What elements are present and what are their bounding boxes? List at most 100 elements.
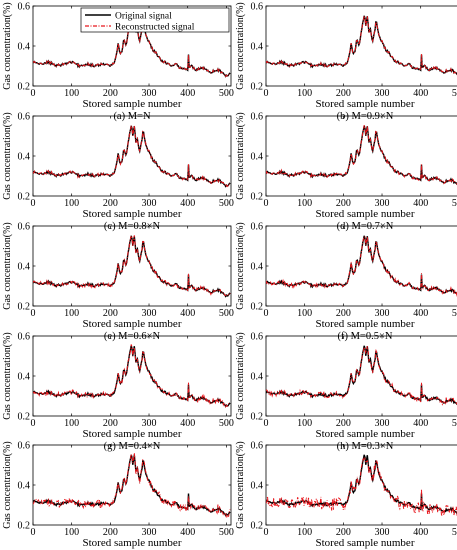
x-axis-label: Stored sample number [316,428,415,440]
series-group [266,125,457,186]
panel-c: 0 100 200 300 400 500 0.2 0.4 0.6 Stored sample n… [2,112,234,233]
x-tick-label: 100 [64,527,79,538]
x-tick-label: 400 [180,308,195,319]
panel-caption: (e) M=0.6×N [104,331,161,342]
x-axis-label: Stored sample number [83,208,182,220]
y-tick-label: 0.2 [18,82,31,93]
x-tick-label: 200 [103,527,118,538]
panel-caption: (b) M=0.9×N [337,111,394,122]
x-tick-label: 500 [452,88,457,99]
x-tick-label: 300 [375,418,390,429]
axes-box [265,444,457,526]
axes-box [265,5,457,87]
x-tick-label: 0 [31,198,36,209]
x-tick-label: 500 [452,198,457,209]
x-tick-label: 500 [219,308,234,319]
y-tick-label: 0.6 [251,332,264,343]
legend-box [80,7,230,33]
x-tick-label: 100 [297,527,312,538]
axes-box [265,115,457,197]
x-tick-label: 400 [413,527,428,538]
y-tick-label: 0.4 [251,481,264,492]
x-tick-label: 500 [219,527,234,538]
x-axis-label: Stored sample number [83,318,182,330]
x-tick-label: 500 [219,198,234,209]
x-tick-label: 0 [264,418,269,429]
x-tick-label: 100 [64,88,79,99]
x-tick-label: 200 [103,198,118,209]
y-axis-label: Gas concentration(%) [235,332,246,419]
x-tick-label: 0 [31,308,36,319]
x-tick-label: 0 [264,88,269,99]
original-signal-line [266,454,457,515]
y-tick-label: 0.6 [18,2,31,13]
panel-b: 0 100 200 300 400 500 0.2 0.4 0.6 Stored sample n… [235,2,457,122]
y-tick-label: 0.2 [18,302,31,313]
panel-caption: (c) M=0.8×N [104,221,161,232]
x-tick-label: 400 [413,418,428,429]
x-tick-label: 0 [264,198,269,209]
x-tick-label: 300 [142,308,157,319]
x-tick-label: 0 [31,527,36,538]
y-tick-label: 0.2 [18,521,31,532]
y-tick-label: 0.4 [251,152,264,163]
panel-d: 0 100 200 300 400 500 0.2 0.4 0.6 Stored sample n… [235,112,457,232]
panel-g: 0 100 200 300 400 500 0.2 0.4 0.6 Stored sample n… [2,332,234,453]
panel-e: 0 100 200 300 400 500 0.2 0.4 0.6 Stored sample n… [2,222,234,343]
x-tick-label: 100 [64,418,79,429]
reconstructed-signal-line [266,236,457,297]
y-axis-label: Gas concentration(%) [2,222,13,309]
reconstructed-signal-line [33,344,231,408]
y-tick-label: 0.4 [18,481,31,492]
panel-i: 0 100 200 300 400 500 0.2 0.4 0.6 Stored sample n… [2,441,234,550]
axes-box [265,335,457,417]
panel-f: 0 100 200 300 400 500 0.2 0.4 0.6 Stored sample n… [235,222,457,342]
y-tick-label: 0.2 [251,302,264,313]
reconstructed-signal-line [33,452,231,518]
x-tick-label: 200 [103,418,118,429]
x-tick-label: 500 [452,527,457,538]
x-tick-label: 400 [413,198,428,209]
reconstructed-signal-line [266,125,457,185]
series-group [33,234,231,298]
x-tick-label: 100 [297,88,312,99]
x-tick-label: 300 [375,308,390,319]
y-tick-label: 0.2 [251,521,264,532]
reconstructed-signal-line [33,234,231,297]
reconstructed-signal-line [266,456,457,517]
x-tick-label: 500 [219,418,234,429]
y-axis-label: Gas concentration(%) [235,222,246,309]
x-tick-label: 0 [264,308,269,319]
y-tick-label: 0.6 [251,2,264,13]
y-axis-label: Gas concentration(%) [2,2,13,89]
x-axis-label: Stored sample number [316,318,415,330]
original-signal-line [266,125,457,186]
series-group [266,345,457,406]
x-tick-label: 300 [142,88,157,99]
x-axis-label: Stored sample number [316,208,415,220]
y-tick-label: 0.6 [18,112,31,123]
series-group [33,125,231,188]
y-tick-label: 0.4 [18,372,31,383]
panel-caption: (g) M=0.4×N [104,441,161,452]
x-tick-label: 200 [336,527,351,538]
series-group [33,344,231,408]
y-tick-label: 0.6 [251,222,264,233]
y-tick-label: 0.6 [18,222,31,233]
x-axis-label: Stored sample number [316,537,415,549]
x-tick-label: 100 [297,308,312,319]
x-tick-label: 300 [142,527,157,538]
original-signal-line [266,345,457,406]
legend-entry-label: Original signal [115,12,172,22]
x-tick-label: 0 [31,418,36,429]
y-axis-label: Gas concentration(%) [235,112,246,199]
series-group [266,454,457,517]
panel-caption: (h) M=0.3×N [337,441,394,452]
y-tick-label: 0.4 [251,42,264,53]
y-axis-label: Gas concentration(%) [235,2,246,89]
panel-a: 0 100 200 300 400 500 0.2 0.4 0.6 Stored sample n… [2,2,234,123]
x-tick-label: 200 [336,198,351,209]
x-tick-label: 400 [180,527,195,538]
